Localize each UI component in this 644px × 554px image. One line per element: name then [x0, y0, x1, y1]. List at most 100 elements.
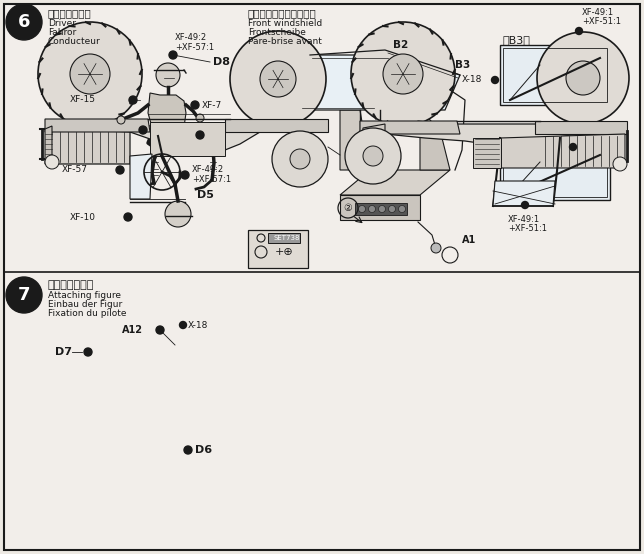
Circle shape — [576, 28, 583, 34]
Text: XF-49:1: XF-49:1 — [508, 215, 540, 224]
Text: D8: D8 — [213, 57, 230, 67]
Text: 6: 6 — [18, 13, 30, 31]
Text: +⊕: +⊕ — [275, 247, 294, 257]
Text: A1: A1 — [462, 235, 477, 245]
FancyBboxPatch shape — [355, 203, 407, 215]
Text: A10: A10 — [303, 142, 324, 152]
Circle shape — [129, 96, 137, 104]
Text: Einbau der Figur: Einbau der Figur — [48, 300, 122, 309]
Text: XF-49:2: XF-49:2 — [192, 166, 224, 175]
FancyBboxPatch shape — [150, 122, 225, 156]
Text: Conducteur: Conducteur — [48, 37, 100, 46]
Circle shape — [272, 131, 328, 187]
FancyBboxPatch shape — [4, 4, 640, 550]
Text: D6: D6 — [208, 130, 225, 140]
Polygon shape — [340, 170, 450, 195]
Polygon shape — [375, 50, 460, 110]
Text: +XF-57:1: +XF-57:1 — [192, 175, 231, 183]
Polygon shape — [363, 124, 625, 146]
Circle shape — [230, 31, 326, 127]
Circle shape — [184, 446, 192, 454]
Text: Driver: Driver — [48, 19, 76, 28]
Circle shape — [124, 213, 132, 221]
Text: X-18: X-18 — [462, 75, 482, 85]
Circle shape — [368, 206, 375, 213]
Circle shape — [165, 201, 191, 227]
Circle shape — [399, 206, 406, 213]
Circle shape — [613, 157, 627, 171]
Circle shape — [6, 277, 42, 313]
Text: XF-49:1: XF-49:1 — [582, 8, 614, 17]
Circle shape — [522, 202, 529, 208]
Circle shape — [191, 101, 199, 109]
Text: XF-15: XF-15 — [70, 95, 96, 105]
Circle shape — [169, 51, 177, 59]
Polygon shape — [360, 121, 460, 134]
Text: Pare-brise avant: Pare-brise avant — [248, 37, 322, 46]
Text: 《B3》: 《B3》 — [503, 35, 531, 45]
FancyBboxPatch shape — [500, 45, 610, 105]
Polygon shape — [48, 122, 325, 156]
Text: 《フロントウインドウ》: 《フロントウインドウ》 — [248, 8, 317, 18]
Circle shape — [45, 155, 59, 169]
Circle shape — [363, 146, 383, 166]
Circle shape — [38, 22, 142, 126]
Circle shape — [117, 116, 125, 124]
Text: Attaching figure: Attaching figure — [48, 291, 121, 300]
Text: XF-49:2: XF-49:2 — [175, 33, 207, 43]
Text: +XF-51:1: +XF-51:1 — [508, 224, 547, 233]
Circle shape — [156, 326, 164, 334]
Text: Fahror: Fahror — [48, 28, 76, 37]
Polygon shape — [535, 121, 627, 134]
Text: D7: D7 — [55, 347, 72, 357]
Text: D5: D5 — [197, 190, 214, 200]
Circle shape — [70, 54, 110, 94]
FancyBboxPatch shape — [500, 145, 610, 200]
Circle shape — [431, 243, 441, 253]
Polygon shape — [300, 55, 390, 110]
Polygon shape — [420, 110, 450, 170]
Text: Fixation du pilote: Fixation du pilote — [48, 309, 126, 318]
Polygon shape — [340, 110, 370, 170]
Text: ②: ② — [344, 203, 352, 213]
Circle shape — [379, 206, 386, 213]
FancyBboxPatch shape — [473, 138, 501, 168]
Circle shape — [196, 131, 204, 139]
Text: XF-7: XF-7 — [202, 100, 222, 110]
Text: X-18: X-18 — [578, 142, 598, 151]
Circle shape — [139, 126, 147, 134]
Polygon shape — [360, 124, 385, 171]
FancyBboxPatch shape — [268, 233, 300, 243]
Circle shape — [180, 321, 187, 329]
Circle shape — [196, 114, 204, 122]
Polygon shape — [225, 119, 328, 132]
Circle shape — [537, 32, 629, 124]
Circle shape — [116, 166, 124, 174]
Text: XF-10: XF-10 — [70, 213, 96, 222]
Polygon shape — [50, 129, 130, 164]
Text: Frontscheibe: Frontscheibe — [248, 28, 306, 37]
Text: B2: B2 — [393, 40, 408, 50]
Text: D6: D6 — [195, 445, 212, 455]
Circle shape — [359, 206, 366, 213]
Circle shape — [388, 206, 395, 213]
Polygon shape — [45, 126, 52, 164]
Text: D7: D7 — [58, 125, 75, 135]
Polygon shape — [340, 195, 420, 220]
Text: 7: 7 — [18, 286, 30, 304]
Text: A12: A12 — [122, 325, 143, 335]
Circle shape — [156, 63, 180, 87]
Polygon shape — [493, 181, 555, 206]
Text: +XF-57:1: +XF-57:1 — [175, 43, 214, 52]
Circle shape — [290, 149, 310, 169]
Text: 人形の取り付け: 人形の取り付け — [48, 280, 95, 290]
Circle shape — [181, 171, 189, 179]
Circle shape — [383, 54, 423, 94]
Circle shape — [351, 22, 455, 126]
Polygon shape — [130, 154, 152, 199]
Circle shape — [345, 128, 401, 184]
Circle shape — [84, 348, 92, 356]
Circle shape — [6, 4, 42, 40]
Circle shape — [260, 61, 296, 97]
Text: 《B2》: 《B2》 — [503, 140, 531, 150]
